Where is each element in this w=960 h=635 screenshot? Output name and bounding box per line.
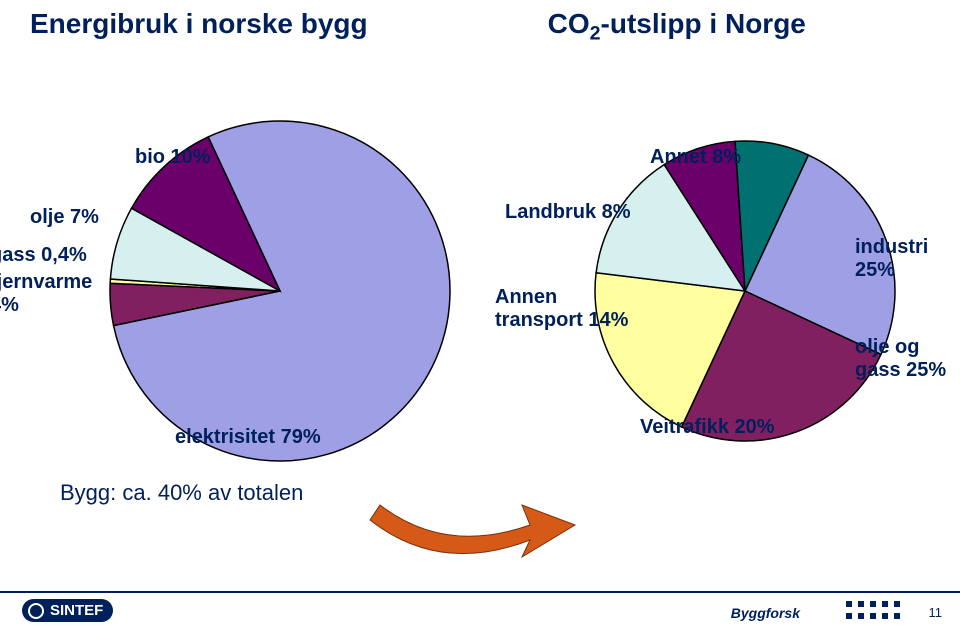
title-right-suffix: -utslipp i Norge — [601, 8, 806, 39]
footer-divider — [0, 591, 960, 593]
brand-text: SINTEF — [50, 602, 103, 619]
label-landbruk: Landbruk 8% — [505, 201, 631, 224]
label-gass: gass 0,4% — [0, 244, 87, 267]
title-left: Energibruk i norske bygg — [30, 8, 368, 46]
label-annen_transport: Annentransport 14% — [495, 286, 628, 332]
footer: SINTEF Byggforsk 11 — [0, 591, 960, 635]
unit-name: Byggforsk — [731, 605, 800, 621]
title-right-sub: 2 — [590, 23, 601, 45]
charts-area: elektrisitet 79% fjernvarme4% gass 0,4% olj… — [0, 46, 960, 466]
title-right-prefix: CO — [548, 8, 590, 39]
label-olje: olje 7% — [30, 206, 99, 229]
pie-chart-right — [0, 46, 960, 506]
label-olje_gass: olje oggass 25% — [855, 336, 946, 382]
label-fjernvarme: fjernvarme4% — [0, 271, 92, 317]
page-number: 11 — [929, 605, 943, 620]
note-text: Bygg: ca. 40% av totalen — [60, 480, 303, 506]
title-right: CO2-utslipp i Norge — [548, 8, 806, 46]
sintef-logo: SINTEF — [22, 599, 113, 622]
titles-row: Energibruk i norske bygg CO2-utslipp i N… — [0, 0, 960, 46]
logo-ring-icon — [28, 603, 44, 619]
label-bio: bio 10% — [135, 146, 211, 169]
label-elektrisitet: elektrisitet 79% — [175, 426, 321, 449]
label-veitrafikk: Veitrafikk 20% — [640, 416, 775, 439]
dots-icon — [846, 601, 900, 619]
slide-root: Energibruk i norske bygg CO2-utslipp i N… — [0, 0, 960, 635]
label-annet: Annet 8% — [650, 146, 741, 169]
arrow-icon — [350, 485, 610, 580]
label-industri: industri25% — [855, 236, 928, 282]
